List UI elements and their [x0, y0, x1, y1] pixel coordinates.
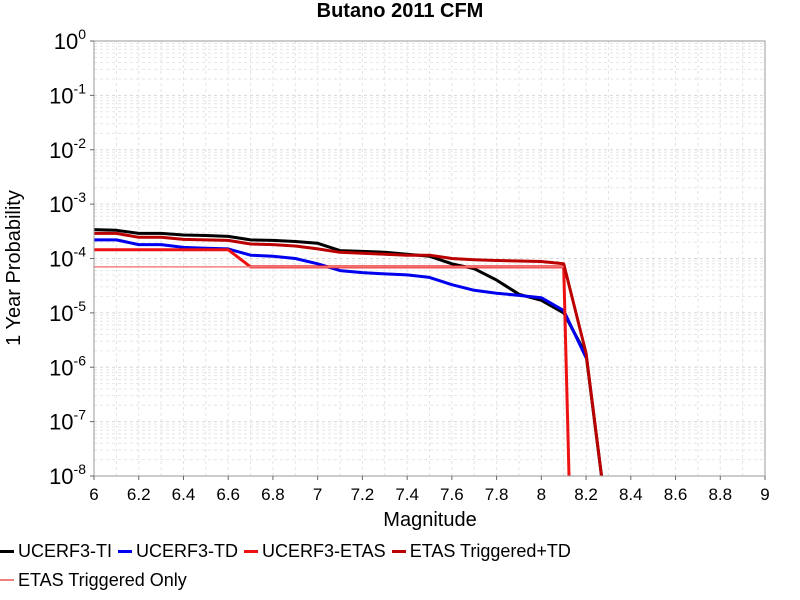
x-tick-label: 7 [313, 485, 322, 504]
legend-item: UCERF3-TI [0, 541, 112, 562]
x-tick-label: 8.4 [619, 485, 643, 504]
legend-swatch [244, 549, 258, 553]
legend-label: ETAS Triggered Only [18, 569, 187, 590]
y-tick-label: 10-1 [49, 80, 86, 108]
y-tick-label: 10-4 [49, 244, 86, 272]
y-tick-label: 10-8 [49, 461, 86, 489]
y-tick-label: 100 [54, 26, 86, 54]
legend-label: UCERF3-TI [18, 540, 112, 561]
legend-item: UCERF3-TD [118, 541, 238, 562]
grid [93, 41, 766, 477]
y-axis-ticks: 100 10-1 10-2 10-3 10-4 10-5 10-6 10-7 10-8 [49, 26, 94, 489]
legend-item: ETAS Triggered+TD [391, 540, 571, 562]
plot-lines [94, 228, 604, 476]
y-tick-label: 10-2 [49, 135, 86, 163]
x-tick-label: 6.2 [127, 485, 151, 504]
x-tick-label: 7.8 [485, 485, 509, 504]
legend-item: ETAS Triggered Only [0, 570, 187, 591]
y-tick-label: 10-3 [49, 189, 86, 217]
chart: Butano 2011 CFM 6 6.2 6.4 6.6 6.8 7 7.2 7.4 7.6 7… [3, 0, 770, 531]
x-tick-label: 8.8 [708, 485, 732, 504]
legend-swatch [118, 549, 132, 553]
x-tick-label: 8.6 [664, 485, 688, 504]
y-tick-label: 10-5 [49, 298, 86, 326]
legend-swatch [391, 549, 406, 553]
x-tick-label: 6.8 [261, 485, 285, 504]
x-tick-label: 6 [89, 485, 98, 504]
x-tick-label: 6.4 [172, 485, 196, 504]
legend-label: UCERF3-ETAS [262, 540, 386, 561]
y-tick-label: 10-7 [49, 407, 86, 435]
y-tick-label: 10-6 [49, 352, 86, 380]
x-tick-label: 7.4 [395, 485, 419, 504]
legend-label: UCERF3-TD [136, 540, 238, 561]
series-line-etas-triggered-td [94, 231, 604, 476]
legend-row: ETAS Triggered Only [0, 567, 193, 593]
x-tick-label: 7.6 [440, 485, 464, 504]
legend-swatch [0, 579, 14, 581]
legend-label: ETAS Triggered+TD [409, 540, 571, 561]
chart-title: Butano 2011 CFM [317, 0, 484, 22]
x-tick-label: 8.2 [574, 485, 598, 504]
x-tick-label: 7.2 [351, 485, 375, 504]
x-axis-label: Magnitude [383, 509, 476, 531]
x-tick-label: 8 [537, 485, 546, 504]
legend: UCERF3-TI UCERF3-TD UCERF3-ETAS ETAS Trigge… [0, 536, 800, 596]
y-axis-label: 1 Year Probability [3, 190, 25, 346]
legend-item: UCERF3-ETAS [244, 541, 386, 562]
legend-row: UCERF3-TI UCERF3-TD UCERF3-ETAS ETAS Trigge… [0, 538, 577, 564]
x-tick-label: 6.6 [216, 485, 240, 504]
series-line-ucerf3-td [94, 238, 588, 359]
x-tick-label: 9 [760, 485, 769, 504]
x-axis-ticks: 6 6.2 6.4 6.6 6.8 7 7.2 7.4 7.6 7.8 8 8.2 8.4 8.6 8.8 9 [89, 476, 770, 504]
legend-swatch [0, 549, 14, 553]
